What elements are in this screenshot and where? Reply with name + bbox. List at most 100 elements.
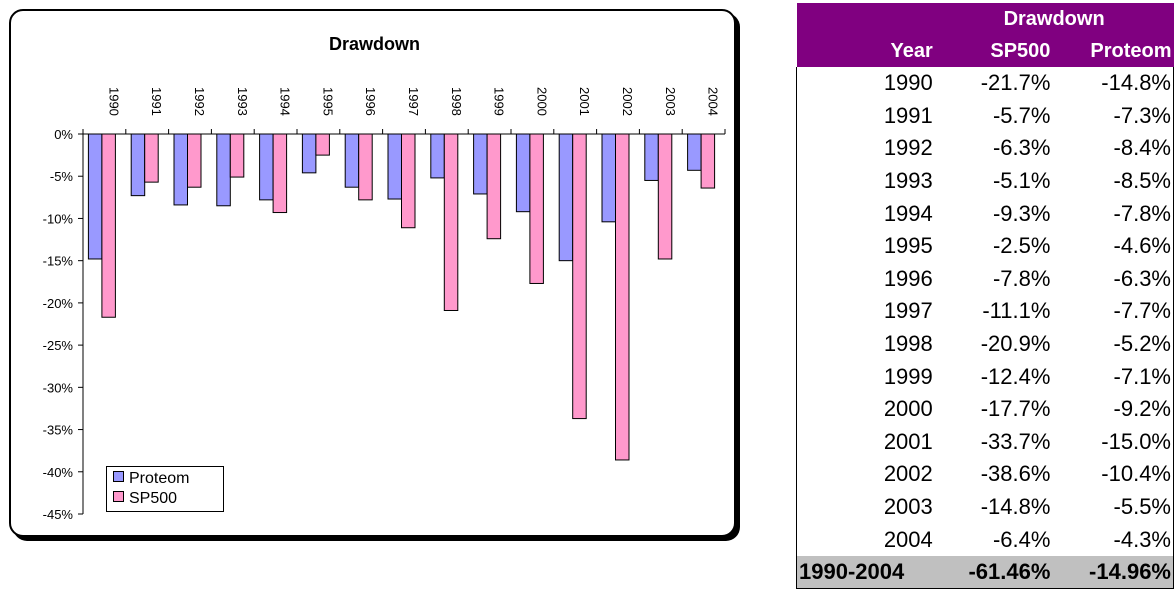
year-cell: 2003 — [795, 490, 935, 524]
x-tick-label: 1996 — [363, 87, 378, 116]
sp500-cell: -21.7% — [980, 70, 1051, 96]
year-cell: 1993 — [795, 164, 935, 198]
table-row: 2002 -38.6% -10.4% — [795, 458, 1175, 491]
total-sp500: -61.46% — [934, 555, 1053, 589]
legend-item-proteom: Proteom — [113, 469, 189, 489]
bar-proteom-2000 — [515, 133, 531, 213]
table-group-header-row: Drawdown — [796, 3, 1174, 35]
bar-chart: 0% -5% -10% -15% -20% -25% -30% -35% -40% -45% 199… — [43, 87, 726, 522]
bar-sp500-2000 — [529, 133, 544, 284]
x-tick-label: 1992 — [192, 87, 207, 116]
proteom-cell: -8.4% — [1052, 132, 1175, 165]
x-tick-label: 1993 — [235, 87, 250, 116]
bar-proteom-1993 — [216, 133, 231, 207]
proteom-cell: -14.8% — [1052, 67, 1175, 100]
y-tick-label: -30% — [43, 380, 74, 395]
bar-sp500-1992 — [187, 133, 202, 188]
table-row: 1993 -5.1% -8.5% — [795, 164, 1175, 198]
table-row: 1990 -21.7% -14.8% — [795, 67, 1175, 100]
table-row: 1998 -20.9% -5.2% — [795, 327, 1175, 361]
drawdown-table: Drawdown Year SP500 Proteom 1990 -21.7% -1… — [795, 3, 1175, 589]
bar-sp500-1996 — [358, 133, 373, 201]
bar-proteom-2001 — [558, 133, 574, 262]
sp500-cell: -20.9% — [980, 331, 1051, 357]
table-row: 2003 -14.8% -5.5% — [795, 490, 1175, 524]
legend-label-proteom: Proteom — [129, 470, 190, 487]
x-tick-label: 2001 — [577, 87, 592, 116]
bar-proteom-2004 — [687, 133, 702, 171]
year-cell: 1998 — [795, 327, 935, 361]
sp500-cell: -11.1% — [982, 298, 1051, 324]
table-row: 1991 -5.7% -7.3% — [795, 99, 1175, 133]
bar-proteom-1995 — [301, 133, 317, 174]
proteom-cell: -5.5% — [1052, 490, 1175, 524]
bar-proteom-1996 — [344, 133, 360, 188]
legend-swatch-proteom — [113, 471, 124, 482]
year-cell: 2004 — [795, 523, 935, 556]
bar-sp500-2002 — [615, 133, 630, 461]
y-tick-label: -40% — [43, 465, 74, 480]
table-row: 1997 -11.1% -7.7% — [795, 295, 1175, 328]
sp500-cell: -12.4% — [980, 363, 1051, 389]
sp500-cell: -9.3% — [992, 200, 1051, 226]
bar-proteom-1992 — [173, 133, 188, 206]
table-header-row: Year SP500 Proteom — [796, 35, 1174, 67]
x-tick-label: 1998 — [449, 87, 464, 116]
proteom-cell: -5.2% — [1052, 327, 1175, 361]
year-cell: 1991 — [795, 99, 935, 133]
bar-proteom-2002 — [601, 133, 616, 223]
bar-sp500-1997 — [401, 133, 416, 229]
legend-label-sp500: SP500 — [129, 490, 178, 507]
y-tick-label: -5% — [50, 169, 74, 184]
year-cell: 1990 — [795, 67, 935, 100]
proteom-cell: -4.6% — [1052, 229, 1175, 263]
legend-item-sp500: SP500 — [113, 489, 177, 509]
year-cell: 1995 — [795, 229, 935, 263]
x-tick-label: 2000 — [534, 87, 549, 116]
proteom-cell: -8.5% — [1052, 164, 1175, 198]
y-tick-label: -25% — [43, 338, 74, 353]
bar-sp500-1990 — [101, 133, 116, 318]
x-tick-label: 2002 — [620, 87, 635, 116]
bar-sp500-1994 — [272, 133, 288, 214]
year-cell: 1994 — [795, 197, 935, 230]
table-group-header: Drawdown — [934, 3, 1174, 35]
table-header-sp500: SP500 — [934, 35, 1053, 67]
year-cell: 2000 — [795, 392, 935, 426]
proteom-cell: -7.7% — [1052, 295, 1175, 328]
year-cell: 1997 — [795, 295, 935, 328]
table-header-year: Year — [796, 35, 935, 67]
proteom-cell: -7.3% — [1052, 99, 1175, 133]
bar-proteom-1990 — [87, 133, 103, 260]
proteom-cell: -7.8% — [1052, 197, 1175, 230]
y-tick-label: -15% — [43, 254, 74, 269]
x-tick-label: 1997 — [406, 87, 421, 116]
sp500-cell: -2.5% — [992, 233, 1051, 259]
year-cell: 2002 — [795, 458, 935, 491]
table-header-proteom: Proteom — [1052, 35, 1174, 67]
x-tick-label: 1999 — [492, 87, 507, 116]
sp500-cell: -7.8% — [992, 265, 1051, 291]
bar-sp500-1999 — [486, 133, 502, 240]
y-tick-label: 0% — [54, 127, 73, 142]
table-body: 1990 -21.7% -14.8% 1991 -5.7% -7.3% 1992 -6.3% -… — [795, 67, 1175, 556]
table-header-empty — [796, 3, 935, 35]
proteom-cell: -6.3% — [1052, 262, 1175, 296]
table-row: 1995 -2.5% -4.6% — [795, 229, 1175, 263]
x-tick-label: 1995 — [320, 87, 335, 116]
y-tick-label: -35% — [43, 423, 74, 438]
sp500-cell: -38.6% — [980, 461, 1051, 487]
chart-title: Drawdown — [328, 34, 420, 54]
bar-proteom-1997 — [387, 133, 402, 200]
chart-panel: 0% -5% -10% -15% -20% -25% -30% -35% -40% -45% 199… — [9, 9, 736, 537]
table-total-row: 1990-2004 -61.46% -14.96% — [795, 555, 1175, 589]
proteom-cell: -7.1% — [1052, 360, 1175, 393]
table-row: 2004 -6.4% -4.3% — [795, 523, 1175, 556]
bar-proteom-1994 — [259, 133, 274, 201]
bar-proteom-2003 — [644, 133, 659, 181]
table-row: 1996 -7.8% -6.3% — [795, 262, 1175, 296]
bar-proteom-1991 — [130, 133, 146, 197]
year-cell: 1996 — [795, 262, 935, 296]
year-cell: 1992 — [795, 132, 935, 165]
x-tick-label: 1990 — [106, 87, 121, 116]
